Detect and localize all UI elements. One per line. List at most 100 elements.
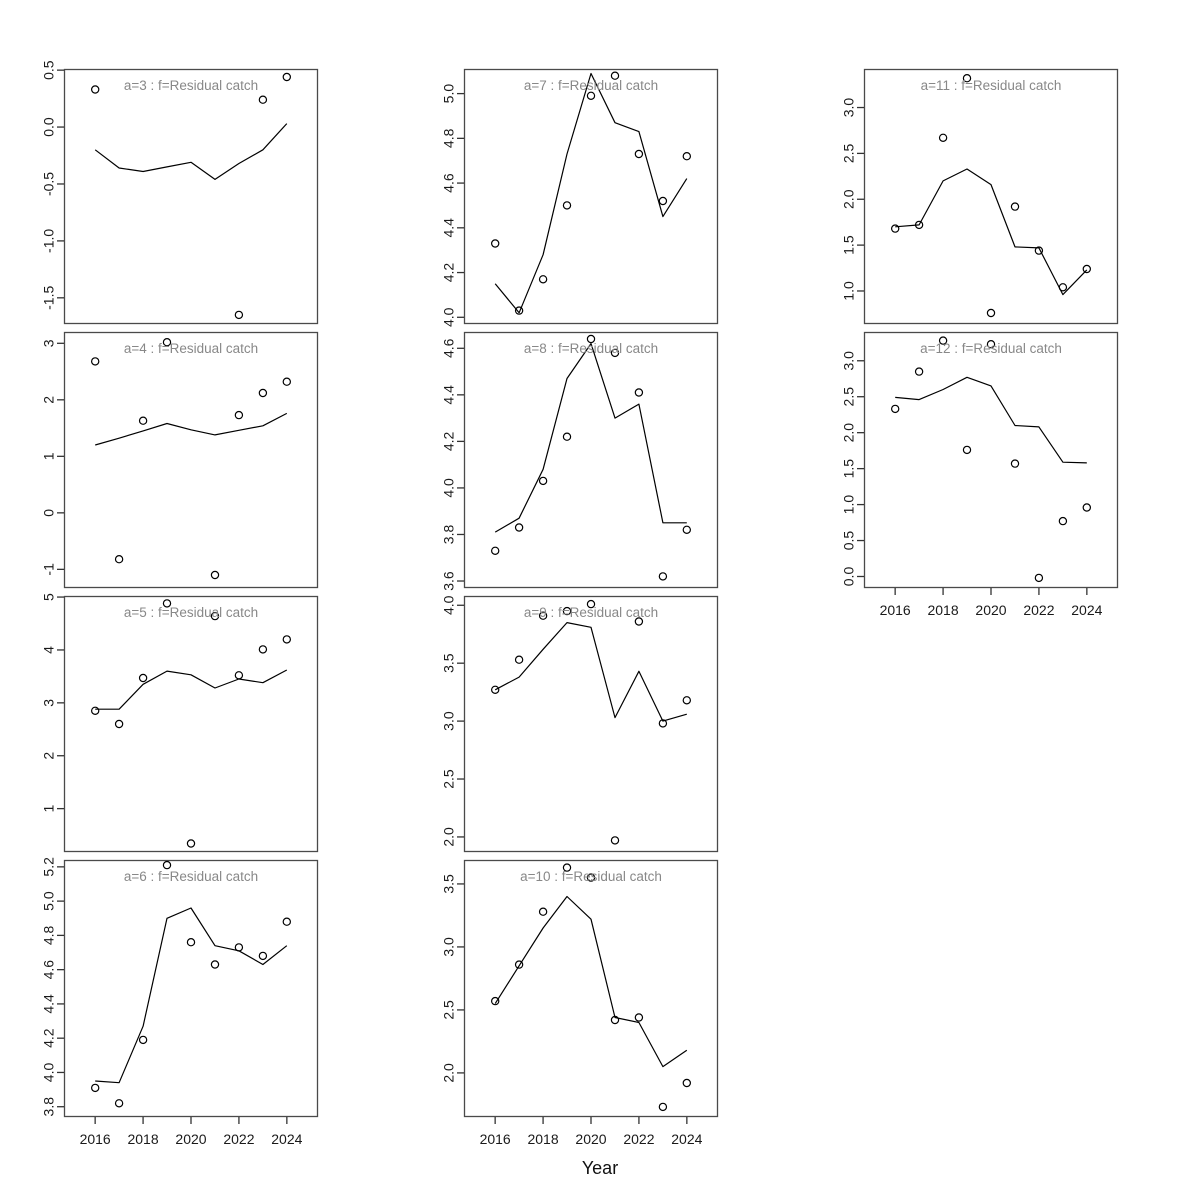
- y-tick-label: 4.2: [441, 431, 457, 451]
- y-tick-label: 4.6: [41, 960, 57, 980]
- y-tick-label: 3: [41, 699, 57, 707]
- data-point: [162, 599, 172, 608]
- panel-a3: 0.5 0.0 -0.5 -1.0 -1.5 a=3 : f=Residual catch: [41, 60, 319, 325]
- data-point: [138, 416, 148, 425]
- panel-title: a=11 : f=Residual catch: [921, 78, 1062, 93]
- x-tick-label: 2020: [575, 1131, 606, 1147]
- y-tick-label: 3.0: [441, 711, 457, 731]
- panel-title: a=7 : f=Residual catch: [524, 78, 658, 93]
- fit-line: [494, 72, 688, 314]
- data-point: [658, 719, 668, 728]
- panel-a9: 4.0 3.5 3.0 2.5 2.0 a=9 : f=Residual catch: [441, 595, 719, 853]
- panel-plot-area: 3.0 2.5 2.0 1.5 1.0 0.5 0.0 2016 2018 2020 2022 202…: [841, 331, 1119, 618]
- y-tick-label: 2.0: [441, 1063, 457, 1083]
- data-point: [682, 525, 691, 534]
- data-point: [282, 72, 291, 82]
- data-point: [938, 336, 948, 345]
- data-point: [491, 996, 500, 1006]
- y-tick-label: 2.5: [441, 1000, 457, 1020]
- data-point: [634, 149, 644, 159]
- panel-a12: 3.0 2.5 2.0 1.5 1.0 0.5 0.0 2016 2018 2020 2022 202…: [841, 331, 1119, 618]
- panel-a7: 5.0 4.8 4.6 4.4 4.2 4.0 a=7 : f=Residual catch: [441, 68, 719, 327]
- y-tick-label: 0.5: [41, 60, 57, 80]
- data-point: [538, 476, 548, 486]
- x-tick-label: 2018: [927, 602, 958, 618]
- y-tick-label: 2.5: [441, 769, 457, 789]
- data-point: [634, 1013, 644, 1022]
- y-tick-label: 2: [41, 752, 57, 760]
- x-tick-label: 2022: [223, 1131, 254, 1147]
- data-point: [210, 611, 220, 621]
- data-point: [914, 367, 924, 376]
- data-point: [491, 685, 500, 695]
- data-point: [658, 1102, 668, 1112]
- data-point: [514, 960, 524, 969]
- x-tick-label: 2016: [880, 602, 911, 618]
- data-point: [586, 91, 596, 100]
- data-point: [91, 85, 100, 94]
- data-point: [891, 404, 900, 414]
- y-tick-label: 1: [41, 452, 57, 460]
- y-tick-label: 5: [41, 593, 57, 601]
- data-point: [162, 860, 172, 870]
- y-tick-label: 4.6: [441, 173, 457, 193]
- y-tick-label: 3: [41, 339, 57, 347]
- panel-a6: 5.2 5.0 4.8 4.6 4.4 4.2 4.0 3.8 2016 2018 2020 2022…: [41, 857, 319, 1147]
- data-point: [634, 388, 644, 397]
- fit-line: [895, 376, 1087, 464]
- data-point: [258, 951, 268, 961]
- data-point: [514, 523, 524, 532]
- y-tick-label: 4.4: [441, 385, 457, 405]
- y-tick-label: 4.2: [41, 1028, 57, 1048]
- y-tick-label: 2.0: [841, 423, 857, 443]
- y-tick-label: 4.2: [441, 263, 457, 283]
- x-tick-label: 2024: [671, 1131, 702, 1147]
- data-point: [1082, 264, 1091, 274]
- data-point: [610, 1015, 620, 1025]
- panel-a8: 4.6 4.4 4.2 4.0 3.8 3.6 a=8 : f=Residual catch: [441, 331, 719, 591]
- data-point: [514, 655, 524, 664]
- x-tick-label: 2016: [480, 1131, 511, 1147]
- data-point: [186, 937, 196, 947]
- data-point: [986, 308, 996, 318]
- data-point: [682, 1078, 691, 1088]
- data-point: [186, 839, 196, 848]
- data-point: [1058, 283, 1068, 292]
- y-tick-label: 2: [41, 396, 57, 404]
- data-point: [538, 611, 548, 620]
- panel-title: a=12 : f=Residual catch: [920, 341, 1062, 356]
- plot-box: [463, 859, 719, 1118]
- panel-plot-area: 3.0 2.5 2.0 1.5 1.0 a=11 : f=Residual catch: [841, 68, 1119, 325]
- panel-plot-area: 5.0 4.8 4.6 4.4 4.2 4.0 a=7 : f=Residual catch: [441, 68, 719, 327]
- data-point: [610, 71, 620, 80]
- data-point: [91, 357, 100, 366]
- fit-line: [95, 669, 288, 710]
- panel-title: a=4 : f=Residual catch: [124, 341, 258, 356]
- y-tick-label: 4.8: [441, 128, 457, 148]
- y-tick-label: 1.5: [841, 235, 857, 255]
- y-tick-label: 5.0: [441, 84, 457, 104]
- data-point: [210, 960, 220, 969]
- data-point: [234, 943, 244, 952]
- data-point: [282, 917, 291, 926]
- data-point: [634, 617, 644, 626]
- data-point: [682, 151, 691, 161]
- x-tick-label: 2016: [80, 1131, 111, 1147]
- data-point: [282, 377, 291, 386]
- data-point: [1058, 516, 1068, 526]
- data-point: [91, 706, 100, 716]
- x-tick-label: 2024: [271, 1131, 302, 1147]
- y-tick-label: 3.8: [41, 1097, 57, 1117]
- plot-box: [863, 331, 1119, 589]
- y-tick-label: 0: [41, 509, 57, 517]
- data-point: [938, 133, 948, 143]
- data-point: [986, 340, 996, 349]
- data-point: [658, 572, 668, 581]
- data-point: [914, 220, 924, 230]
- y-tick-label: 1: [41, 805, 57, 813]
- data-point: [562, 863, 572, 872]
- panel-title: a=10 : f=Residual catch: [520, 869, 662, 884]
- data-point: [962, 445, 972, 455]
- plot-box: [63, 595, 319, 853]
- y-tick-label: 2.0: [841, 189, 857, 209]
